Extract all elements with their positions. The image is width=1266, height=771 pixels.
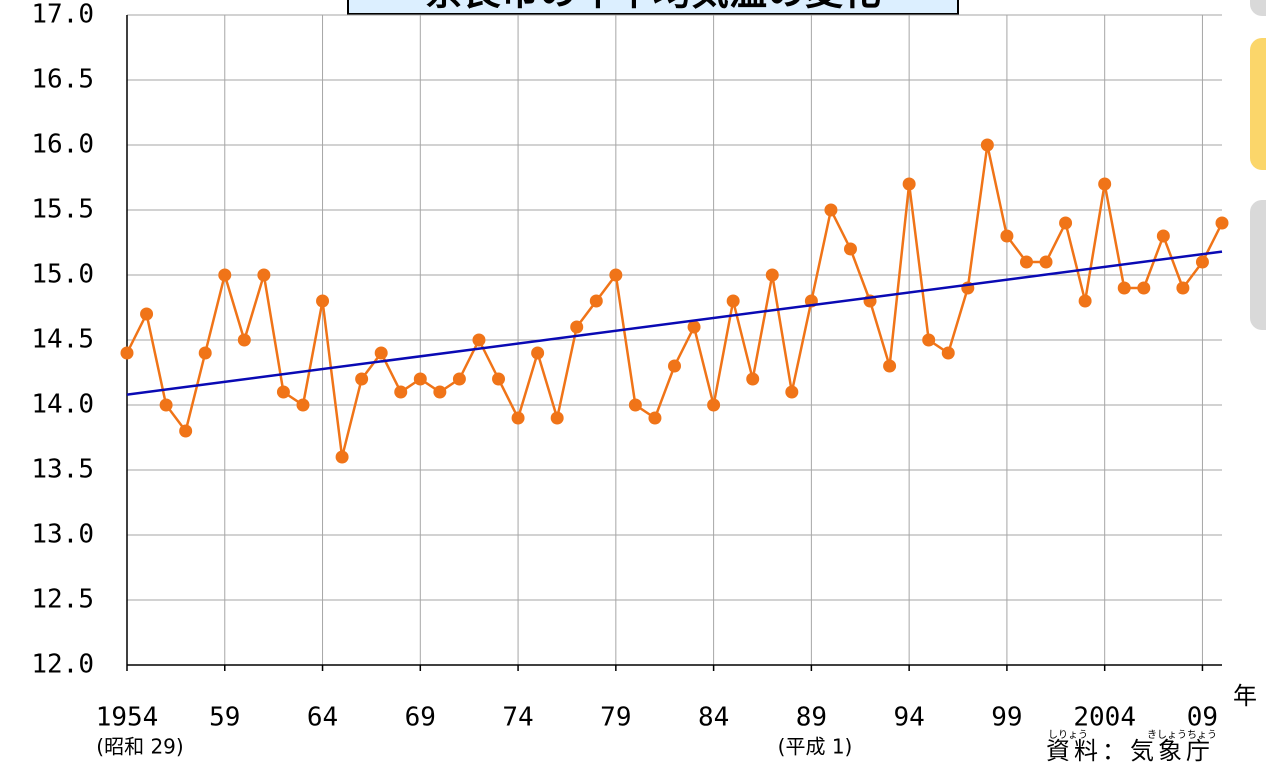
side-tab (1250, 38, 1266, 170)
data-point (159, 398, 173, 412)
side-tab (1250, 0, 1266, 16)
x-tick-label: 59 (209, 703, 240, 733)
data-point (433, 385, 447, 399)
chart-title: 奈良市の年平均気温の変化 (424, 0, 881, 14)
y-tick-label: 16.5 (31, 65, 94, 95)
data-point (179, 424, 193, 438)
era-note: (昭和 29) (96, 735, 183, 759)
y-tick-label: 14.0 (31, 390, 94, 420)
data-point (668, 359, 681, 373)
data-point (1137, 281, 1151, 295)
data-point (531, 346, 545, 360)
data-point (707, 398, 721, 412)
data-point (1098, 177, 1112, 191)
data-point (941, 346, 955, 360)
data-point (589, 294, 603, 308)
data-point (296, 398, 310, 412)
y-tick-label: 15.5 (31, 195, 94, 225)
data-point (1000, 229, 1014, 243)
data-point (472, 333, 486, 347)
ruby: きしょうちょう (1147, 729, 1217, 741)
data-point (765, 268, 779, 282)
data-point (257, 268, 271, 282)
x-tick-label: 69 (405, 703, 436, 733)
data-point (140, 307, 154, 321)
x-tick-label: 64 (307, 703, 338, 733)
x-tick-label: 94 (893, 703, 924, 733)
data-point (570, 320, 584, 334)
side-tab (1250, 200, 1266, 330)
y-tick-label: 13.0 (31, 520, 94, 550)
data-point (316, 294, 330, 308)
data-point (550, 411, 564, 425)
data-point (922, 333, 936, 347)
data-point (648, 411, 662, 425)
data-point (413, 372, 427, 386)
y-tick-label: 12.0 (31, 650, 94, 680)
source: 資料：気象庁 (1046, 737, 1214, 765)
data-point (355, 372, 369, 386)
data-point (237, 333, 251, 347)
data-point (1059, 216, 1073, 230)
data-point (1156, 229, 1170, 243)
data-point (276, 385, 290, 399)
data-point (218, 268, 232, 282)
data-point (1195, 255, 1209, 269)
y-tick-label: 14.5 (31, 325, 94, 355)
data-point (492, 372, 506, 386)
x-tick-label: 89 (796, 703, 827, 733)
data-point (198, 346, 212, 360)
y-tick-label: 12.5 (31, 585, 94, 615)
y-tick-label: 15.0 (31, 260, 94, 290)
y-tick-label: 13.5 (31, 455, 94, 485)
data-point (1039, 255, 1053, 269)
x-tick-label: 2004 (1073, 703, 1136, 733)
data-point (1176, 281, 1190, 295)
data-point (1117, 281, 1131, 295)
x-tick-label: 09 (1187, 703, 1218, 733)
title-box (347, 0, 959, 15)
data-point (452, 372, 466, 386)
x-tick-label: 84 (698, 703, 729, 733)
y-tick-label: 17.0 (31, 0, 94, 30)
data-point (120, 346, 134, 360)
ruby: しりょう (1048, 729, 1088, 741)
x-tick-label: 1954 (96, 703, 159, 733)
data-point (883, 359, 897, 373)
x-unit: 年 (1233, 682, 1257, 710)
data-point (785, 385, 799, 399)
series-line (125, 144, 1224, 458)
data-point (1215, 216, 1229, 230)
x-tick-label: 74 (502, 703, 533, 733)
data-point (1078, 294, 1092, 308)
data-point (902, 177, 916, 191)
series-line (126, 250, 1223, 396)
data-point (980, 138, 994, 152)
y-tick-label: 16.0 (31, 130, 94, 160)
data-point (335, 450, 349, 464)
data-point (511, 411, 525, 425)
data-point (746, 372, 760, 386)
data-point (687, 320, 701, 334)
data-point (726, 294, 740, 308)
era-note: (平成 1) (778, 735, 853, 759)
data-point (824, 203, 838, 217)
data-point (374, 346, 388, 360)
data-point (609, 268, 623, 282)
data-point (628, 398, 642, 412)
x-tick-label: 79 (600, 703, 631, 733)
x-tick-label: 99 (991, 703, 1022, 733)
data-point (1019, 255, 1033, 269)
data-point (394, 385, 408, 399)
data-point (843, 242, 857, 256)
